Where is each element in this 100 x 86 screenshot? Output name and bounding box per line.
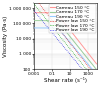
X-axis label: Shear rate (s⁻¹): Shear rate (s⁻¹) xyxy=(44,77,87,83)
Legend: Carreau 150 °C, Carreau 170 °C, Carreau 190 °C, Power law 150 °C, Power law 170 : Carreau 150 °C, Carreau 170 °C, Carreau … xyxy=(49,4,96,33)
Y-axis label: Viscosity (Pa·s): Viscosity (Pa·s) xyxy=(4,16,8,57)
